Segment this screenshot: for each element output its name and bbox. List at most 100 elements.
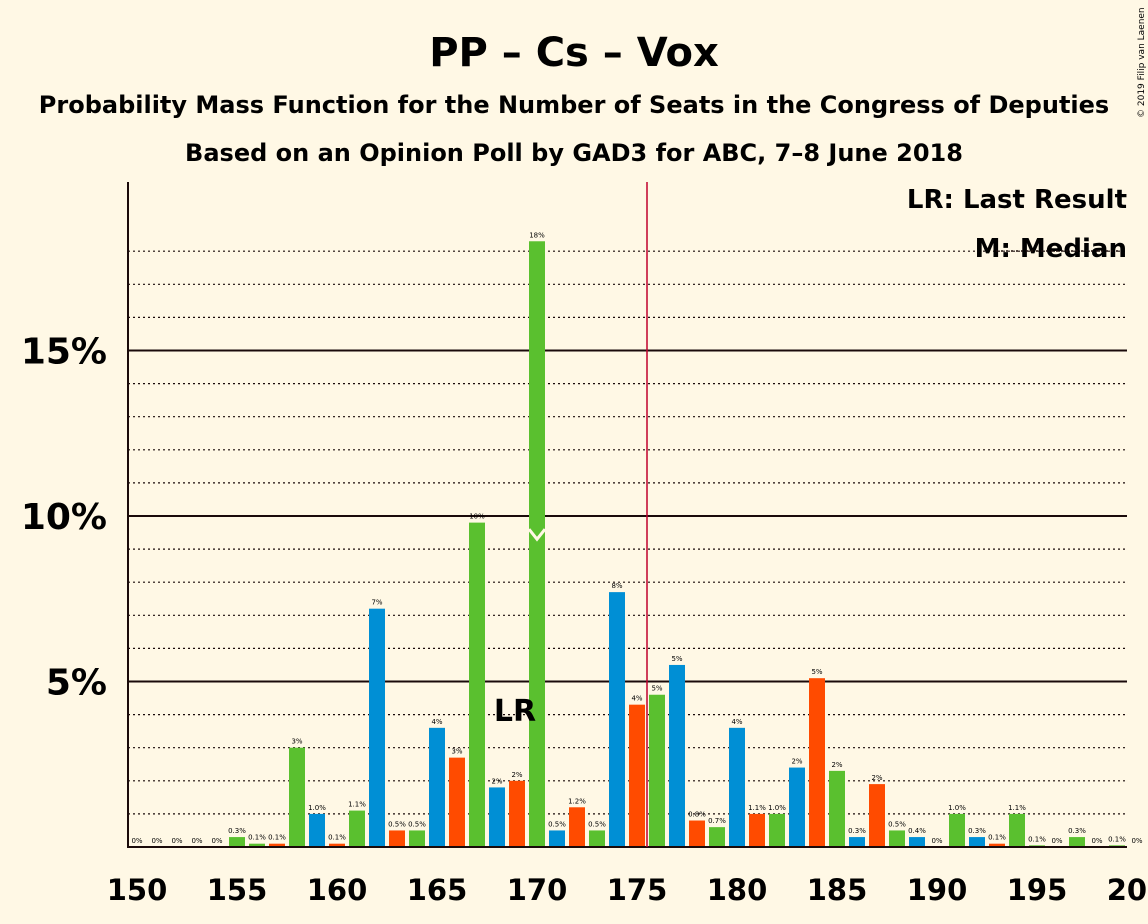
bar-label-seat-183: 2% xyxy=(791,758,802,766)
bar-label-seat-168: 2% xyxy=(491,777,502,785)
bar-label-seat-187: 2% xyxy=(871,774,882,782)
chart-subtitle: Probability Mass Function for the Number… xyxy=(39,91,1109,119)
x-tick-190: 190 xyxy=(907,873,968,907)
y-tick-labels: 5% 10% 15% xyxy=(21,332,107,704)
bar-label-seat-192: 0.3% xyxy=(968,827,986,835)
bar-seat-185 xyxy=(829,770,845,847)
x-tick-160: 160 xyxy=(307,873,368,907)
y-tick-10: 10% xyxy=(21,497,107,538)
bar-seat-158 xyxy=(289,747,305,847)
x-tick-185: 185 xyxy=(807,873,868,907)
bar-label-seat-189: 0.4% xyxy=(908,827,926,835)
bar-seat-162 xyxy=(369,608,385,847)
bar-label-seat-190: 0% xyxy=(931,837,942,845)
bar-seat-167 xyxy=(469,522,485,847)
bar-label-seat-166: 3% xyxy=(451,748,462,756)
bar-seat-161 xyxy=(349,810,365,847)
x-tick-165: 165 xyxy=(407,873,468,907)
bar-label-seat-158: 3% xyxy=(291,738,302,746)
bar-seat-175 xyxy=(629,704,645,847)
bar-label-seat-151: 0% xyxy=(151,837,162,845)
bar-label-seat-161: 1.1% xyxy=(348,801,366,809)
bar-label-seat-169: 2% xyxy=(511,771,522,779)
bar-label-seat-162: 7% xyxy=(371,599,382,607)
bar-seat-155 xyxy=(229,837,245,847)
bar-seat-157 xyxy=(269,843,285,847)
bar-label-seat-155: 0.3% xyxy=(228,827,246,835)
bar-seat-192 xyxy=(969,837,985,847)
bar-seat-184 xyxy=(809,678,825,847)
bar-seat-181 xyxy=(749,813,765,847)
bar-label-seat-176: 5% xyxy=(651,685,662,693)
bar-label-seat-157: 0.1% xyxy=(268,834,286,842)
bar-label-seat-178: 0.8% xyxy=(688,811,706,819)
bar-seat-159 xyxy=(309,813,325,847)
bar-seat-191 xyxy=(949,813,965,847)
x-tick-200: 200 xyxy=(1107,873,1148,907)
bar-seat-187 xyxy=(869,784,885,847)
bar-seat-160 xyxy=(329,843,345,847)
x-tick-195: 195 xyxy=(1007,873,1068,907)
bar-seat-178 xyxy=(689,820,705,847)
x-tick-150: 150 xyxy=(107,873,168,907)
bar-seat-186 xyxy=(849,837,865,847)
bar-label-seat-199: 0.1% xyxy=(1108,835,1126,843)
bar-label-seat-186: 0.3% xyxy=(848,827,866,835)
bar-label-seat-177: 5% xyxy=(671,655,682,663)
bar-label-seat-197: 0.3% xyxy=(1068,827,1086,835)
bar-label-seat-175: 4% xyxy=(631,695,642,703)
bar-seat-193 xyxy=(989,843,1005,847)
bar-seat-164 xyxy=(409,830,425,847)
bar-label-seat-200: 0% xyxy=(1131,837,1142,845)
x-tick-170: 170 xyxy=(507,873,568,907)
bar-seat-180 xyxy=(729,727,745,847)
bar-label-seat-172: 1.2% xyxy=(568,797,586,805)
bar-seat-165 xyxy=(429,727,445,847)
bar-label-seat-159: 1.0% xyxy=(308,804,326,812)
bar-label-seat-170: 18% xyxy=(529,231,545,239)
bar-label-seat-160: 0.1% xyxy=(328,834,346,842)
bar-seat-189 xyxy=(909,837,925,847)
copyright-note: © 2019 Filip van Laenen xyxy=(1137,7,1147,118)
x-tick-155: 155 xyxy=(207,873,268,907)
bar-seat-188 xyxy=(889,830,905,847)
chart-subtitle-poll: Based on an Opinion Poll by GAD3 for ABC… xyxy=(185,139,963,167)
bar-label-seat-180: 4% xyxy=(731,718,742,726)
bar-label-seat-195: 0.1% xyxy=(1028,835,1046,843)
bar-seat-177 xyxy=(669,664,685,847)
bar-label-seat-152: 0% xyxy=(171,837,182,845)
bar-labels-group: 0% 0% 0% 0% 0% 0.3% 0.1% 0.1% 3% 1.0% 0.1% 1.1% 7% 0.… xyxy=(131,231,1142,845)
bar-seat-174 xyxy=(609,592,625,847)
bar-seat-168 xyxy=(489,787,505,847)
bar-label-seat-163: 0.5% xyxy=(388,820,406,828)
bar-label-seat-171: 0.5% xyxy=(548,820,566,828)
x-tick-175: 175 xyxy=(607,873,668,907)
bar-seat-171 xyxy=(549,830,565,847)
bar-seat-156 xyxy=(249,843,265,847)
bar-seat-182 xyxy=(769,813,785,847)
bar-seat-197 xyxy=(1069,837,1085,847)
bar-label-seat-185: 2% xyxy=(831,761,842,769)
bar-label-seat-191: 1.0% xyxy=(948,804,966,812)
bar-label-seat-164: 0.5% xyxy=(408,820,426,828)
legend-median: M: Median xyxy=(975,234,1127,264)
bar-label-seat-165: 4% xyxy=(431,718,442,726)
bar-seat-172 xyxy=(569,807,585,847)
legend-last-result: LR: Last Result xyxy=(907,185,1127,215)
bars-group xyxy=(229,241,1125,847)
bar-label-seat-153: 0% xyxy=(191,837,202,845)
y-tick-15: 15% xyxy=(21,332,107,373)
bar-seat-176 xyxy=(649,694,665,847)
bar-label-seat-154: 0% xyxy=(211,837,222,845)
bar-label-seat-181: 1.1% xyxy=(748,804,766,812)
bar-seat-169 xyxy=(509,780,525,847)
bar-label-seat-198: 0% xyxy=(1091,837,1102,845)
y-tick-5: 5% xyxy=(46,663,107,704)
bar-seat-179 xyxy=(709,827,725,847)
bar-label-seat-184: 5% xyxy=(811,668,822,676)
bar-label-seat-174: 8% xyxy=(611,582,622,590)
bar-label-seat-167: 10% xyxy=(469,513,485,521)
bar-label-seat-194: 1.1% xyxy=(1008,804,1026,812)
gridlines xyxy=(128,250,1127,815)
